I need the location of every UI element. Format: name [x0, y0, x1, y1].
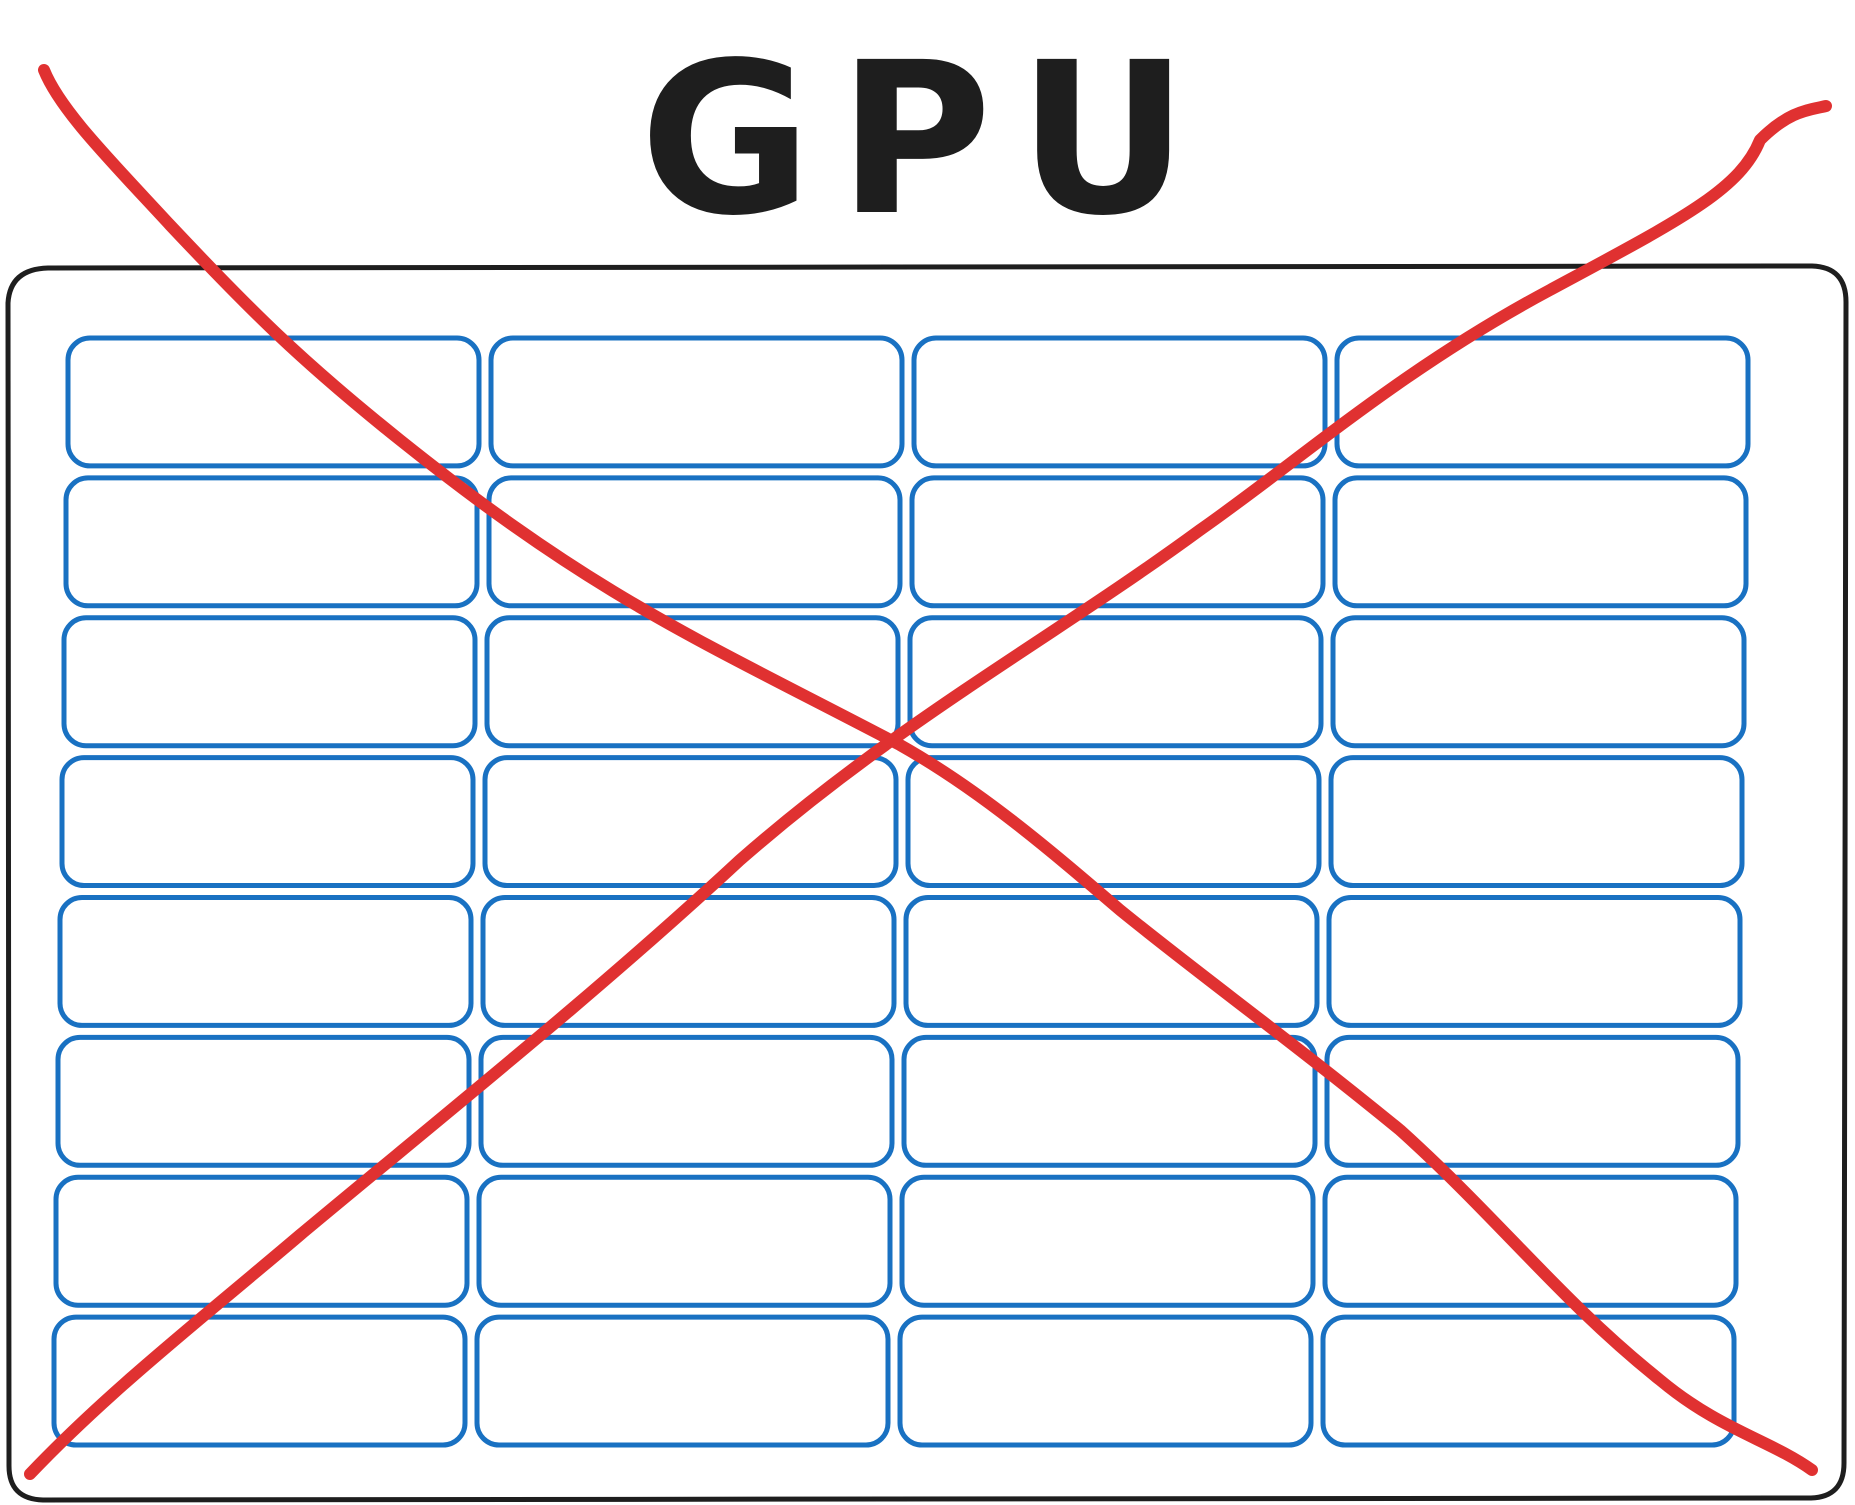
gpu-core-r8-c4 [1320, 1314, 1737, 1448]
gpu-core-r7-c3 [899, 1174, 1316, 1308]
gpu-core-r1-c2 [488, 335, 905, 469]
gpu-core-r3-c1 [61, 615, 478, 749]
gpu-core-r2-c1 [63, 475, 480, 609]
gpu-core-r4-c2 [482, 755, 899, 888]
gpu-core-r8-c1 [51, 1314, 468, 1448]
gpu-core-r5-c1 [57, 895, 474, 1028]
gpu-core-r7-c1 [53, 1174, 470, 1308]
gpu-core-r3-c3 [907, 615, 1324, 749]
gpu-core-r6-c2 [478, 1034, 895, 1168]
gpu-core-r1-c3 [911, 335, 1328, 469]
gpu-core-r2-c4 [1332, 475, 1749, 609]
gpu-core-r3-c4 [1330, 615, 1747, 749]
cross-line-descending [38, 64, 1818, 1476]
gpu-core-r6-c4 [1324, 1034, 1741, 1168]
gpu-core-r7-c2 [476, 1174, 893, 1308]
gpu-core-r8-c3 [897, 1314, 1314, 1448]
gpu-title: GPU [640, 17, 1215, 262]
gpu-core-r4-c4 [1328, 755, 1745, 888]
gpu-core-r5-c2 [480, 895, 897, 1028]
gpu-core-r5-c4 [1326, 895, 1743, 1028]
gpu-chip-outline [5, 263, 1849, 1503]
gpu-core-r7-c4 [1322, 1174, 1739, 1308]
gpu-core-r1-c4 [1334, 335, 1751, 469]
gpu-core-r6-c3 [901, 1034, 1318, 1168]
cross-line-ascending [24, 100, 1832, 1480]
gpu-core-r4-c3 [905, 755, 1322, 888]
gpu-core-r3-c2 [484, 615, 901, 749]
gpu-core-r2-c3 [909, 475, 1326, 609]
gpu-core-r8-c2 [474, 1314, 891, 1448]
gpu-core-r4-c1 [59, 755, 476, 888]
core-grid [51, 335, 1751, 1448]
gpu-core-r2-c2 [486, 475, 903, 609]
cross-out-mark [24, 64, 1832, 1480]
gpu-core-r5-c3 [903, 895, 1320, 1028]
